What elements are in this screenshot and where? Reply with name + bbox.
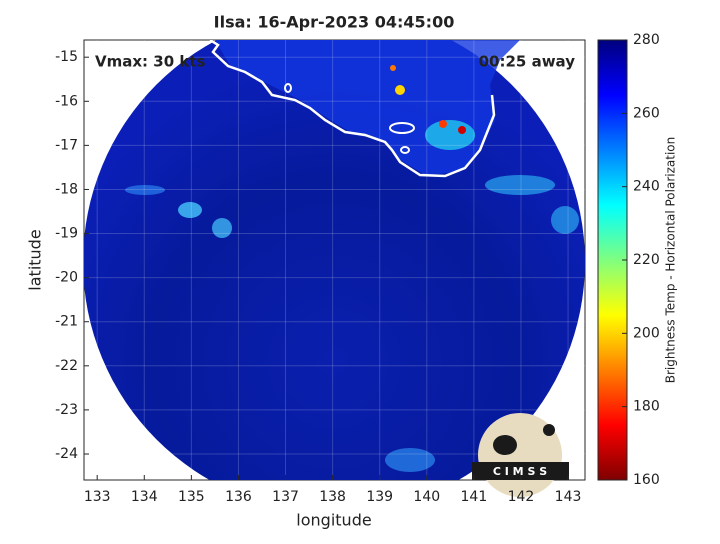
x-tick-label: 139	[366, 489, 393, 505]
colorbar-tick-label: 240	[633, 179, 660, 195]
colorbar-label: Brightness Temp - Horizontal Polarizatio…	[664, 137, 678, 384]
x-tick-label: 136	[225, 489, 252, 505]
x-tick-label: 142	[508, 489, 535, 505]
cloud	[439, 120, 447, 128]
colorbar-tick-label: 200	[633, 325, 660, 341]
logo-dish	[493, 435, 517, 455]
y-tick-label: -22	[55, 358, 78, 374]
cloud	[551, 206, 579, 234]
y-tick-label: -19	[55, 226, 78, 242]
cloud	[485, 175, 555, 195]
cloud	[178, 202, 202, 218]
y-tick-label: -15	[55, 49, 78, 65]
cloud	[385, 448, 435, 472]
x-tick-label: 138	[319, 489, 346, 505]
colorbar-tick-label: 260	[633, 105, 660, 121]
x-tick-label: 141	[461, 489, 488, 505]
y-tick-label: -21	[55, 314, 78, 330]
cloud	[458, 126, 466, 134]
colorbar-tick-label: 180	[633, 399, 660, 415]
chart-title: Ilsa: 16-Apr-2023 04:45:00	[214, 13, 455, 32]
y-tick-label: -16	[55, 93, 78, 109]
y-tick-label: -18	[55, 181, 78, 197]
grid	[84, 40, 585, 480]
x-tick-label: 143	[555, 489, 582, 505]
x-tick-label: 135	[178, 489, 205, 505]
x-tick-label: 137	[272, 489, 299, 505]
y-tick-label: -23	[55, 402, 78, 418]
cloud	[212, 218, 232, 238]
cloud	[390, 65, 396, 71]
colorbar-tick-label: 220	[633, 252, 660, 268]
island	[284, 83, 292, 93]
cloud	[125, 185, 165, 195]
x-tick-label: 140	[413, 489, 440, 505]
island	[400, 146, 410, 154]
island	[389, 122, 415, 134]
annotation: 00:25 away	[479, 53, 576, 71]
x-axis-label: longitude	[296, 511, 371, 530]
cloud	[395, 85, 405, 95]
logo-text: C I M S S	[493, 465, 547, 478]
y-tick-label: -20	[55, 270, 78, 286]
coastline	[209, 40, 496, 178]
y-tick-label: -17	[55, 137, 78, 153]
logo: C I M S S	[472, 413, 569, 497]
colorbar-tick-label: 160	[633, 472, 660, 488]
logo-tower	[543, 424, 555, 436]
x-tick-label: 133	[84, 489, 111, 505]
x-tick-label: 134	[131, 489, 158, 505]
logo-band	[472, 462, 569, 480]
y-tick-label: -24	[55, 446, 78, 462]
annotation: Vmax: 30 kts	[95, 53, 205, 71]
y-axis-label: latitude	[26, 229, 45, 290]
colorbar-tick-label: 280	[633, 32, 660, 48]
satellite-image	[84, 40, 585, 480]
